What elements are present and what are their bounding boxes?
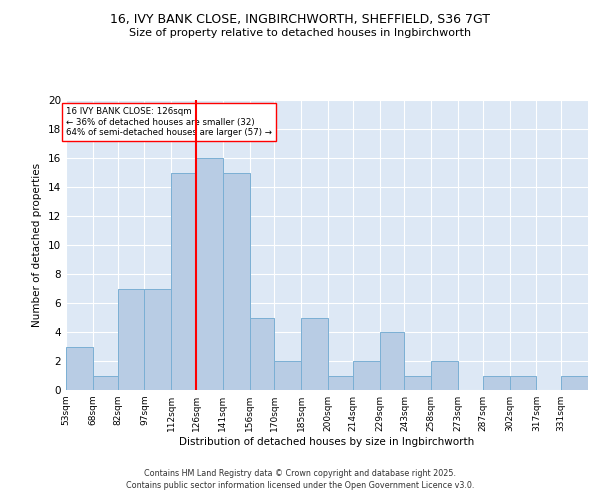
Bar xyxy=(145,288,171,390)
Text: Size of property relative to detached houses in Ingbirchworth: Size of property relative to detached ho… xyxy=(129,28,471,38)
Bar xyxy=(561,376,588,390)
Bar xyxy=(328,376,353,390)
Bar xyxy=(483,376,509,390)
Bar xyxy=(250,318,274,390)
Bar xyxy=(223,172,250,390)
Bar xyxy=(196,158,223,390)
Text: Contains HM Land Registry data © Crown copyright and database right 2025.
Contai: Contains HM Land Registry data © Crown c… xyxy=(126,468,474,490)
Bar xyxy=(380,332,404,390)
Bar xyxy=(301,318,328,390)
Bar xyxy=(93,376,118,390)
Bar xyxy=(118,288,145,390)
Bar xyxy=(274,361,301,390)
Bar xyxy=(353,361,380,390)
Y-axis label: Number of detached properties: Number of detached properties xyxy=(32,163,43,327)
Text: 16 IVY BANK CLOSE: 126sqm
← 36% of detached houses are smaller (32)
64% of semi-: 16 IVY BANK CLOSE: 126sqm ← 36% of detac… xyxy=(66,108,272,137)
Bar xyxy=(509,376,536,390)
Text: 16, IVY BANK CLOSE, INGBIRCHWORTH, SHEFFIELD, S36 7GT: 16, IVY BANK CLOSE, INGBIRCHWORTH, SHEFF… xyxy=(110,12,490,26)
X-axis label: Distribution of detached houses by size in Ingbirchworth: Distribution of detached houses by size … xyxy=(179,437,475,447)
Bar xyxy=(171,172,196,390)
Bar xyxy=(66,346,93,390)
Bar xyxy=(431,361,458,390)
Bar xyxy=(404,376,431,390)
